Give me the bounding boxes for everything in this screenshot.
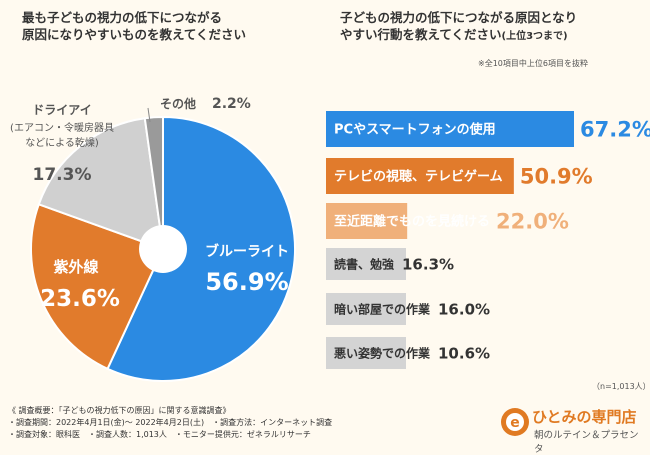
pie-slice-other xyxy=(143,115,164,250)
pie-slice-bluelight xyxy=(106,115,296,382)
pie-slice-dryeye xyxy=(37,117,165,251)
other-leader-line xyxy=(147,107,151,123)
svg-text:e: e xyxy=(510,415,520,431)
bar-value-4: 16.3% xyxy=(402,255,454,273)
pie-slice-uv xyxy=(30,203,165,371)
bar-4 xyxy=(326,248,406,280)
survey-summary-line-3: ・調査対象：眼科医 ・調査人数：1,013人 ・モニター提供元：ゼネラルリサーチ xyxy=(8,430,311,439)
bar-value-2: 50.9% xyxy=(520,165,593,189)
bar-label-3: 至近距離でものを見続ける xyxy=(334,214,490,230)
bar-6 xyxy=(326,337,406,369)
slice-value-dryeye: 17.3% xyxy=(33,165,92,185)
bar-label-4: 読書、勉強 xyxy=(334,256,394,271)
bar-label-2: テレビの視聴、テレビゲーム xyxy=(334,169,503,185)
brand-logo: e ひとみの専門店 朝のルテイン＆プラセンタ xyxy=(500,404,645,455)
bar-title-line-2: やすい行動を教えてください xyxy=(340,27,502,42)
bar-label-6: 悪い姿勢での作業 xyxy=(334,345,431,360)
survey-summary: 《 調査概要：「子どもの視力低下の原因」に関する意識調査》 ・調査期間：2022… xyxy=(8,405,332,441)
logo-mark-icon: e xyxy=(501,408,529,436)
pie-title-line-2: 原因になりやすいものを教えてください xyxy=(22,27,247,42)
sample-size-note: （n=1,013人） xyxy=(592,382,650,391)
bar-value-5: 16.0% xyxy=(438,300,490,318)
donut-hole xyxy=(139,225,187,273)
logo-name: ひとみの専門店 xyxy=(532,408,637,426)
bar-3 xyxy=(326,203,408,239)
bar-5 xyxy=(326,293,406,325)
pie-title-line-1: 最も子どもの視力の低下につながる xyxy=(22,10,223,25)
bar-value-3: 22.0% xyxy=(496,210,569,234)
logo-subtitle: 朝のルテイン＆プラセンタ xyxy=(534,430,639,455)
slice-value-uv: 23.6% xyxy=(40,286,120,312)
bar-value-1: 67.2% xyxy=(580,118,650,142)
pie-chart: ブルーライト 56.9% 紫外線 23.6% ドライアイ (エアコン・令暖房器具… xyxy=(10,96,296,382)
pie-chart-title: 最も子どもの視力の低下につながる 原因になりやすいものを教えてください xyxy=(22,9,246,43)
bar-title-suffix: (上位3つまで) xyxy=(501,31,568,42)
slice-label-dryeye-3: などによる乾燥) xyxy=(25,136,99,149)
slice-label-uv: 紫外線 xyxy=(53,258,98,276)
slice-label-dryeye-2: (エアコン・令暖房器具 xyxy=(10,121,114,134)
slice-label-bluelight: ブルーライト xyxy=(205,243,289,260)
bar-chart: PCやスマートフォンの使用 67.2% テレビの視聴、テレビゲーム 50.9% 至近距離… xyxy=(326,111,650,369)
bar-title-line-1: 子どもの視力の低下につながる原因となり xyxy=(340,10,578,25)
survey-summary-line-2: ・調査期間：2022年4月1日(金)～ 2022年4月2日(土) ・調査方法：イ… xyxy=(8,418,333,427)
slice-label-other: その他 xyxy=(160,96,196,111)
bar-label-5: 暗い部屋での作業 xyxy=(334,301,431,316)
slice-value-bluelight: 56.9% xyxy=(205,268,288,296)
bar-chart-title: 子どもの視力の低下につながる原因となり やすい行動を教えてください(上位3つまで… xyxy=(340,9,577,45)
bar-label-1: PCやスマートフォンの使用 xyxy=(334,122,496,138)
bar-value-6: 10.6% xyxy=(438,344,490,362)
bar-1 xyxy=(326,111,574,147)
bar-2 xyxy=(326,158,514,194)
survey-summary-line-1: 《 調査概要：「子どもの視力低下の原因」に関する意識調査》 xyxy=(8,406,231,415)
slice-value-other: 2.2% xyxy=(212,96,251,112)
bar-chart-note: ※全10項目中上位6項目を抜粋 xyxy=(478,59,588,68)
slice-label-dryeye-1: ドライアイ xyxy=(32,103,91,117)
